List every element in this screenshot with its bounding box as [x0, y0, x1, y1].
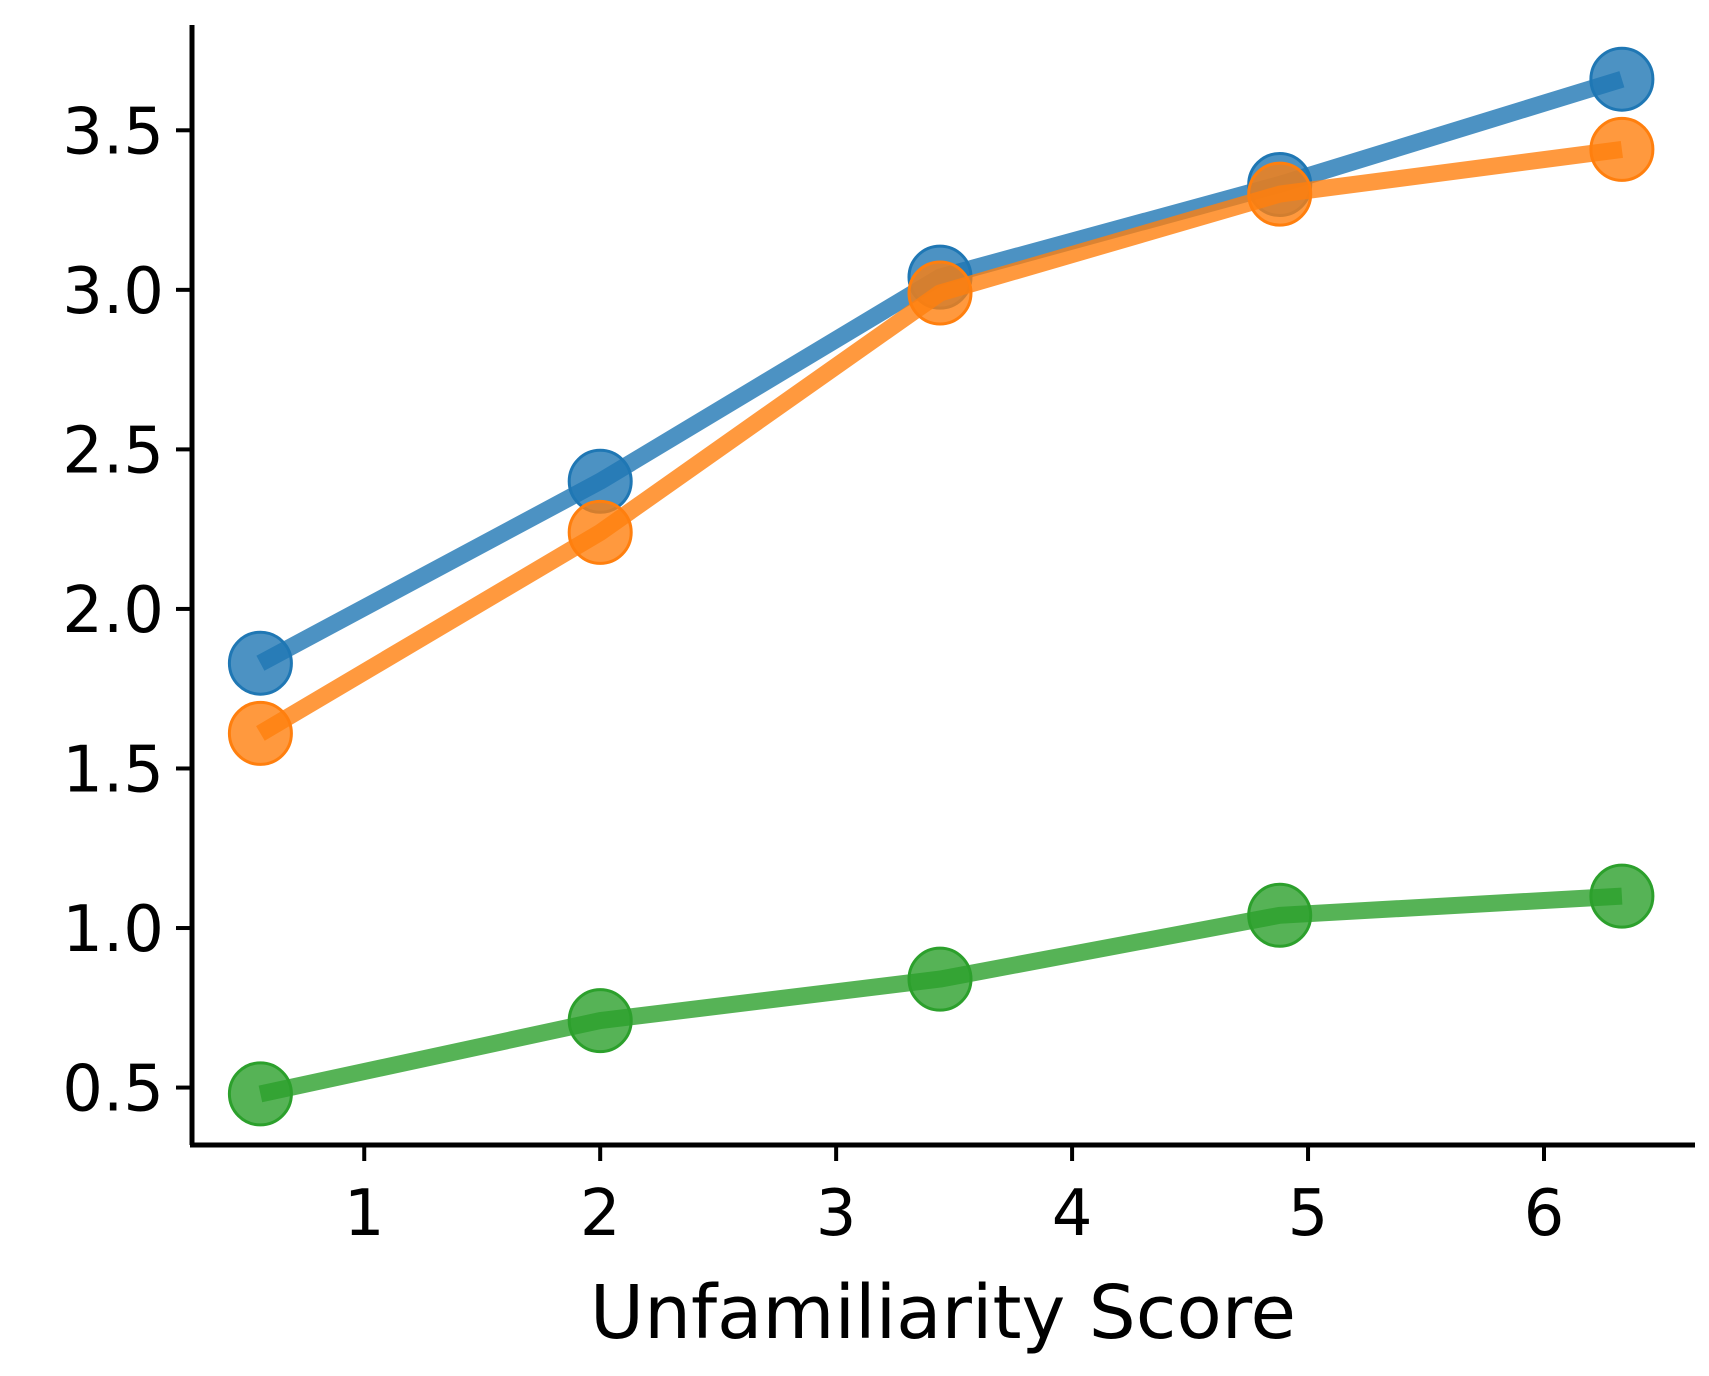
series-1-line	[256, 71, 1625, 671]
series-2-point	[1589, 116, 1655, 182]
series-3-point	[907, 946, 973, 1012]
series-1-point	[227, 630, 293, 696]
series-2-point	[567, 499, 633, 565]
series-2-point	[227, 700, 293, 766]
series-1-point	[1589, 46, 1655, 112]
series-2-point	[1247, 161, 1313, 227]
y-tick-label: 1.0	[62, 893, 164, 967]
series-3-point	[1589, 863, 1655, 929]
x-tick-label: 2	[580, 1177, 621, 1251]
y-tick-label: 3.5	[62, 95, 164, 169]
y-tick-label: 1.5	[62, 733, 164, 807]
x-axis-title: Unfamiliarity Score	[590, 1270, 1296, 1356]
series-2-point	[907, 260, 973, 326]
x-tick-label: 1	[344, 1177, 385, 1251]
series-2-line	[256, 140, 1624, 741]
series-3-point	[1247, 882, 1313, 948]
series-layer	[227, 46, 1655, 1127]
ticks-layer: 0.5 1.0 1.5 2.0 2.5 3.0 3.5 1 2 3 4 5 6	[62, 95, 1564, 1251]
axes-layer	[189, 25, 1695, 1148]
y-tick-label: 2.5	[62, 414, 164, 488]
y-tick-label: 3.0	[62, 255, 164, 329]
series-3-point	[567, 988, 633, 1054]
y-tick-label: 0.5	[62, 1053, 164, 1127]
series-3-point	[227, 1061, 293, 1127]
y-tick-label: 2.0	[62, 574, 164, 648]
x-tick-label: 5	[1288, 1177, 1329, 1251]
x-tick-label: 6	[1524, 1177, 1565, 1251]
x-tick-label: 3	[816, 1177, 857, 1251]
x-tick-label: 4	[1052, 1177, 1093, 1251]
